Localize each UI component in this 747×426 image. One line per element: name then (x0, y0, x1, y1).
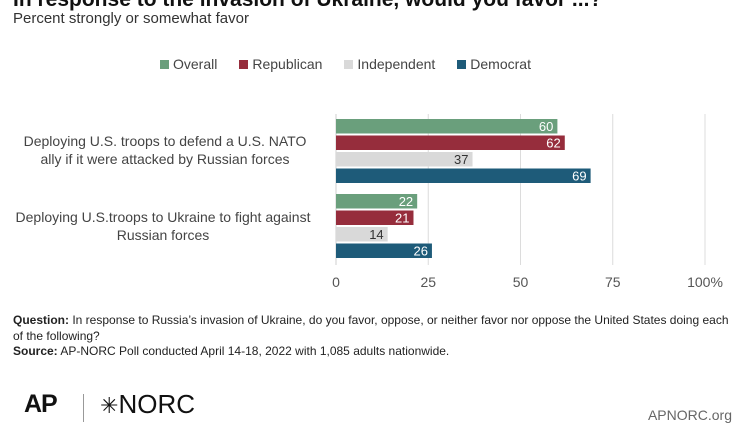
x-tick-label-1: 25 (420, 274, 436, 290)
category-label-ukraine: Deploying U.S.troops to Ukraine to fight… (2, 208, 324, 244)
x-tick-label-0: 0 (332, 274, 340, 290)
legend-label-overall: Overall (173, 56, 218, 72)
question-text: In response to Russia’s invasion of Ukra… (13, 313, 729, 343)
legend-item-independent: Independent (344, 56, 435, 72)
bar-chart: 0 25 50 75 100% 60 62 37 69 22 21 14 26 (332, 114, 723, 290)
category-label-nato-line-2: ally if it were attacked by Russian forc… (40, 151, 290, 167)
chart-title: In response to the invasion of Ukraine, … (13, 0, 602, 12)
legend-item-democrat: Democrat (457, 56, 531, 72)
legend-swatch-independent (344, 59, 354, 69)
bar-2-republican (336, 210, 414, 225)
legend: Overall Republican Independent Democrat (160, 56, 531, 72)
bar-1-independent (336, 152, 473, 167)
legend-label-democrat: Democrat (470, 56, 531, 72)
site-url: APNORC.org (647, 407, 732, 423)
bar-1-overall (336, 119, 558, 134)
norc-logo: ✳NORC (100, 389, 195, 420)
x-tick-label-4: 100% (687, 274, 723, 290)
legend-swatch-republican (239, 59, 249, 69)
legend-swatch-overall (160, 59, 169, 69)
logo-divider (83, 394, 84, 422)
footnote: Question: In response to Russia’s invasi… (13, 313, 733, 360)
x-tick-label-3: 75 (605, 274, 621, 290)
question-note: Question: In response to Russia’s invasi… (13, 313, 733, 344)
legend-label-independent: Independent (357, 56, 436, 72)
legend-item-republican: Republican (239, 56, 322, 72)
legend-item-overall: Overall (160, 56, 217, 72)
bar-2-republican-value: 21 (395, 211, 409, 226)
bar-2-independent-value: 14 (369, 227, 383, 242)
bar-1-republican-value: 62 (546, 136, 560, 151)
bar-2-democrat (336, 243, 432, 258)
ap-logo: AP (24, 390, 58, 418)
legend-label-republican: Republican (252, 56, 323, 72)
bar-2-overall-value: 22 (399, 194, 413, 209)
bar-1-democrat (336, 168, 591, 183)
category-label-nato: Deploying U.S. troops to defend a U.S. N… (10, 132, 320, 168)
bar-2-democrat-value: 26 (413, 244, 427, 259)
bar-2-independent (336, 227, 388, 242)
source-text: AP-NORC Poll conducted April 14-18, 2022… (57, 344, 450, 358)
bar-1-democrat-value: 69 (572, 169, 586, 184)
bar-2-overall (336, 194, 418, 209)
category-label-nato-line-1: Deploying U.S. troops to defend a U.S. N… (23, 133, 307, 149)
chart-subtitle: Percent strongly or somewhat favor (13, 10, 249, 27)
question-label: Question: (13, 313, 69, 327)
x-tick-label-2: 50 (513, 274, 529, 290)
bar-1-independent-value: 37 (454, 152, 468, 167)
bar-1-overall-value: 60 (539, 119, 553, 134)
source-label: Source: (13, 344, 58, 358)
norc-star-icon: ✳ (100, 393, 119, 418)
source-note: Source: AP-NORC Poll conducted April 14-… (13, 344, 733, 360)
bar-1-republican (336, 135, 565, 150)
category-label-ukraine-line-2: Russian forces (116, 227, 210, 243)
legend-swatch-democrat (457, 59, 467, 69)
norc-logo-text: NORC (118, 389, 195, 419)
category-label-ukraine-line-1: Deploying U.S.troops to Ukraine to fight… (15, 209, 311, 225)
